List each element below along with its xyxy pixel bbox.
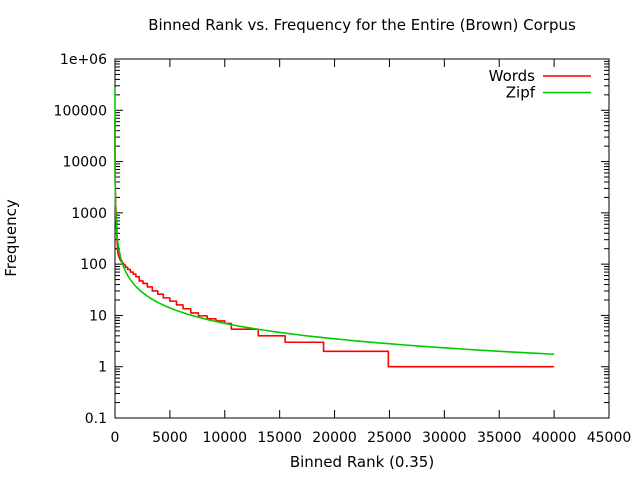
y-tick-label: 0.1: [85, 411, 107, 427]
y-tick-label: 10: [89, 308, 107, 324]
legend-label-words: Words: [489, 67, 536, 85]
x-tick-label: 20000: [312, 430, 357, 446]
axes: 0 5000 10000 15000 20000 25000 30000 35000 40000…: [54, 52, 632, 446]
y-axis-label: Frequency: [2, 199, 20, 277]
series-lines: [114, 87, 555, 368]
x-tick-label: 0: [111, 430, 120, 446]
x-tick-label: 35000: [477, 430, 522, 446]
y-tick-label: 100000: [54, 103, 107, 119]
y-tick-label: 1e+06: [60, 52, 107, 68]
x-tick-label: 15000: [257, 430, 302, 446]
chart-title: Binned Rank vs. Frequency for the Entire…: [148, 16, 576, 34]
y-tick-label: 100: [80, 257, 107, 273]
x-tick-label: 45000: [587, 430, 632, 446]
x-tick-label: 30000: [422, 430, 467, 446]
y-tick-label: 1: [98, 360, 107, 376]
x-tick-label: 25000: [367, 430, 412, 446]
zipf-line: [114, 87, 555, 356]
plot-border: [114, 58, 610, 419]
words-line: [114, 117, 555, 368]
y-tick-label: 10000: [62, 155, 107, 171]
x-axis-label: Binned Rank (0.35): [290, 453, 434, 471]
x-tick-label: 5000: [152, 430, 188, 446]
x-tick-label: 40000: [532, 430, 577, 446]
legend-label-zipf: Zipf: [506, 84, 536, 102]
x-tick-label: 10000: [203, 430, 248, 446]
y-tick-label: 1000: [71, 206, 107, 222]
